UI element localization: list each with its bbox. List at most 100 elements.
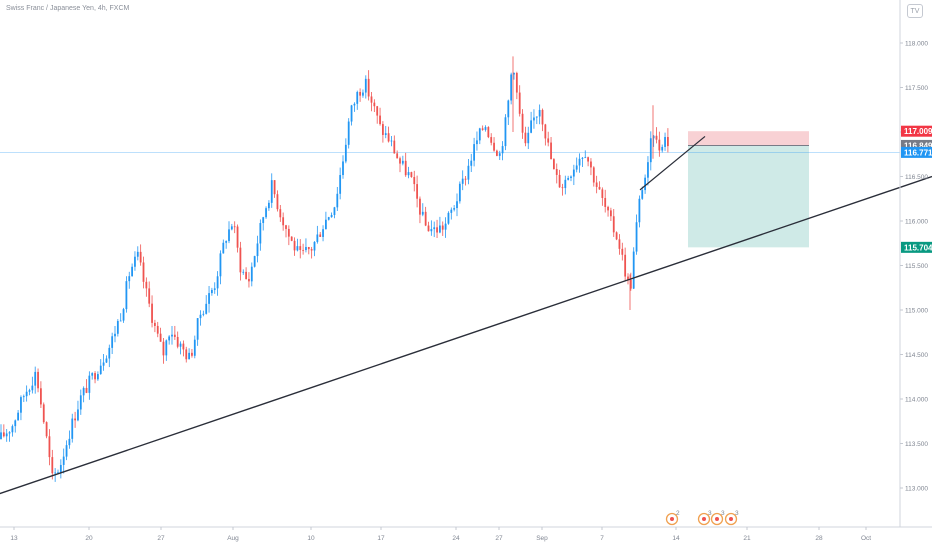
candle-body	[185, 349, 188, 360]
symbol-title: Swiss Franc / Japanese Yen, 4h, FXCM	[6, 5, 130, 12]
x-tick-label: 14	[672, 535, 680, 542]
candle-body	[339, 175, 342, 194]
candle-body	[601, 189, 604, 198]
candle-body	[102, 362, 105, 366]
candle-body	[5, 433, 8, 437]
event-marker-icon[interactable]: 3	[710, 510, 726, 526]
candle-body	[191, 352, 193, 356]
candle-body	[179, 343, 182, 347]
x-tick-label: 21	[743, 535, 751, 542]
candle-body	[632, 251, 635, 289]
candle-body	[205, 303, 208, 314]
candle-body	[655, 135, 658, 140]
candle-body	[282, 217, 285, 226]
event-marker-dot	[729, 517, 733, 521]
event-marker-icon[interactable]: 3	[724, 510, 740, 526]
candle-body	[481, 128, 484, 130]
candle-body	[154, 322, 156, 326]
candle-body	[521, 113, 524, 133]
candle-body	[558, 174, 561, 188]
position-zones	[0, 131, 900, 248]
candle-body	[77, 409, 79, 421]
candle-body	[208, 293, 210, 304]
candle-body	[401, 160, 404, 164]
candle-body	[79, 395, 82, 410]
candle-body	[570, 176, 572, 178]
candle-body	[379, 115, 381, 125]
candle-body	[490, 137, 493, 143]
event-marker-icon[interactable]: 2	[665, 510, 681, 526]
short-trendline	[639, 135, 706, 191]
candle-body	[25, 391, 28, 397]
candle-body	[453, 208, 456, 210]
candle-body	[427, 225, 430, 232]
candle-body	[501, 146, 504, 154]
candle-body	[356, 91, 359, 104]
candle-body	[647, 162, 649, 178]
candle-body	[57, 472, 59, 474]
tradingview-logo[interactable]: TV	[907, 4, 923, 18]
candle-body	[561, 187, 564, 189]
candle-body	[40, 388, 42, 405]
candle-body	[461, 178, 464, 184]
x-tick-label: 27	[157, 535, 165, 542]
candle-body	[171, 334, 173, 337]
y-tick-label: 113.500	[905, 441, 928, 448]
candle-body	[116, 321, 119, 334]
candle-body	[14, 420, 17, 427]
candle-body	[65, 445, 68, 457]
candle-body	[287, 228, 290, 237]
candle-body	[464, 178, 467, 180]
candle-body	[156, 325, 159, 334]
y-tick-label: 114.500	[905, 352, 928, 359]
candle-body	[658, 139, 661, 151]
candle-body	[564, 179, 567, 189]
candle-body	[17, 412, 19, 421]
event-markers[interactable]: 2 3 3 3	[665, 510, 740, 526]
candle-body	[476, 140, 478, 145]
candle-body	[333, 207, 336, 215]
candle-body	[310, 249, 313, 251]
price-label-box	[901, 125, 932, 137]
candle-body	[473, 144, 475, 161]
stop-loss-zone	[688, 131, 809, 146]
event-marker-dot	[670, 517, 674, 521]
candle-body	[131, 266, 133, 277]
candle-body	[598, 186, 601, 190]
candle-body	[390, 140, 393, 142]
candle-body	[627, 276, 629, 280]
candle-body	[248, 278, 250, 282]
event-marker-count: 3	[721, 510, 725, 517]
candle-body	[236, 226, 239, 248]
candle-body	[487, 127, 490, 138]
candle-body	[550, 142, 552, 160]
event-marker-icon[interactable]: 3	[697, 510, 713, 526]
candle-body	[22, 396, 25, 398]
candle-body	[188, 352, 190, 360]
candle-body	[567, 177, 570, 180]
candle-body	[467, 165, 470, 180]
candle-body	[219, 253, 222, 277]
candle-body	[74, 418, 76, 421]
trendlines[interactable]	[0, 135, 932, 496]
y-tick-label: 118.000	[905, 41, 928, 48]
price-label-text: 115.704	[904, 243, 932, 252]
candle-body	[259, 223, 262, 244]
candle-body	[518, 92, 521, 114]
candle-body	[276, 194, 279, 210]
candle-body	[68, 438, 71, 446]
candle-body	[533, 117, 535, 121]
candle-body	[353, 103, 356, 106]
candle-body	[91, 373, 94, 376]
support-trendline	[0, 175, 932, 495]
y-tick-label: 115.000	[905, 308, 928, 315]
candle-body	[527, 132, 530, 144]
event-marker-count: 2	[676, 510, 680, 517]
candle-body	[279, 209, 282, 218]
candle-body	[590, 161, 592, 168]
candle-body	[114, 333, 116, 337]
candle-body	[592, 167, 595, 183]
candle-body	[253, 256, 256, 267]
